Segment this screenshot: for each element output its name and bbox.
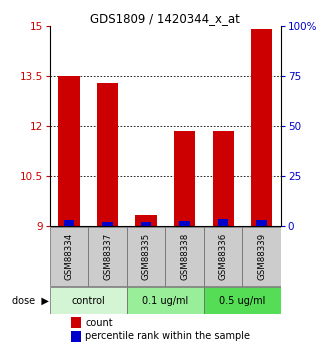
Text: dose  ▶: dose ▶ <box>12 296 49 306</box>
FancyBboxPatch shape <box>127 227 165 286</box>
Bar <box>174 131 195 226</box>
Text: GSM88336: GSM88336 <box>219 233 228 280</box>
Text: count: count <box>85 318 113 328</box>
Bar <box>251 29 272 226</box>
Text: GSM88337: GSM88337 <box>103 233 112 280</box>
FancyBboxPatch shape <box>50 287 127 314</box>
Bar <box>58 76 80 226</box>
Bar <box>64 220 74 226</box>
FancyBboxPatch shape <box>165 227 204 286</box>
FancyBboxPatch shape <box>88 227 127 286</box>
Bar <box>179 221 190 226</box>
Text: GSM88335: GSM88335 <box>142 233 151 280</box>
Bar <box>97 83 118 226</box>
FancyBboxPatch shape <box>204 287 281 314</box>
Bar <box>135 215 157 226</box>
Bar <box>256 220 267 226</box>
Bar <box>213 131 234 226</box>
Title: GDS1809 / 1420344_x_at: GDS1809 / 1420344_x_at <box>91 12 240 25</box>
Bar <box>102 221 113 226</box>
Bar <box>218 219 229 226</box>
Bar <box>71 317 81 328</box>
Text: control: control <box>71 296 105 306</box>
FancyBboxPatch shape <box>242 227 281 286</box>
FancyBboxPatch shape <box>127 287 204 314</box>
Bar <box>71 331 81 342</box>
Text: GSM88334: GSM88334 <box>65 233 74 280</box>
Text: 0.5 ug/ml: 0.5 ug/ml <box>219 296 265 306</box>
Text: percentile rank within the sample: percentile rank within the sample <box>85 331 250 341</box>
Text: GSM88338: GSM88338 <box>180 233 189 280</box>
FancyBboxPatch shape <box>204 227 242 286</box>
Bar <box>141 222 152 226</box>
Text: GSM88339: GSM88339 <box>257 233 266 280</box>
Text: 0.1 ug/ml: 0.1 ug/ml <box>142 296 188 306</box>
FancyBboxPatch shape <box>50 227 88 286</box>
